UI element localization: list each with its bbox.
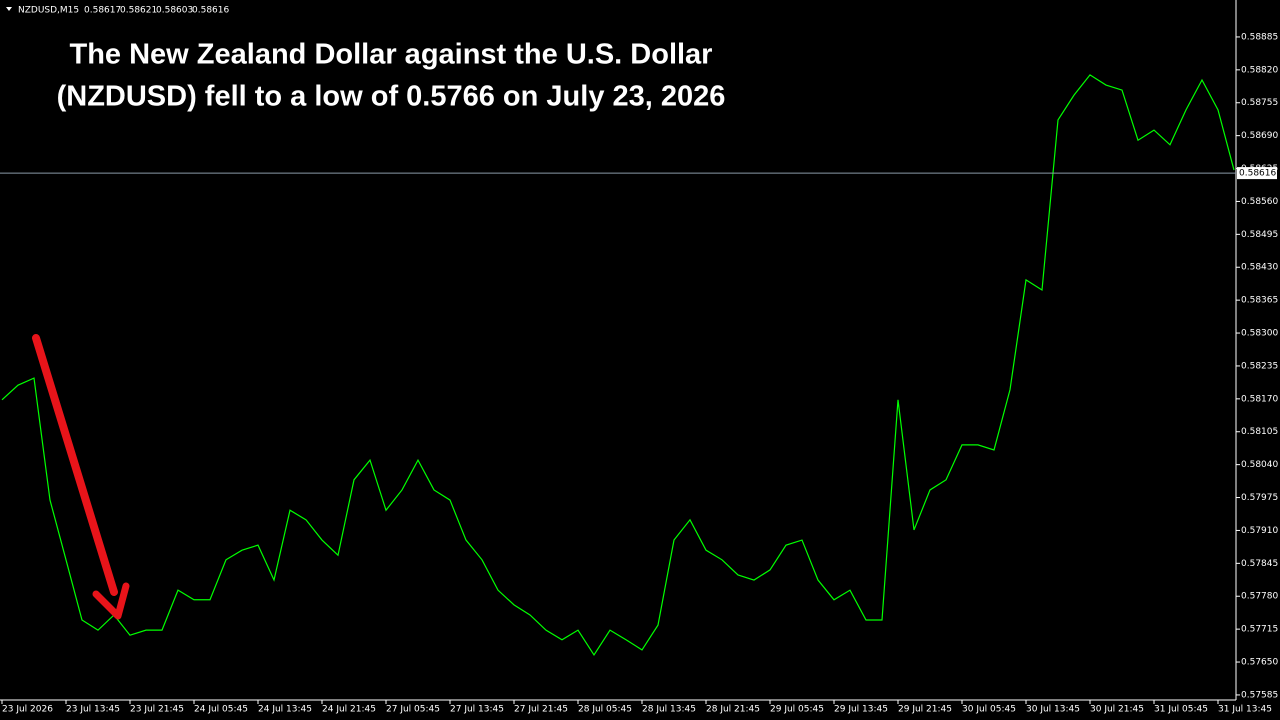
x-tick-label: 27 Jul 13:45 <box>450 705 504 715</box>
y-tick-label: 0.58365 <box>1241 296 1278 306</box>
arrow <box>32 334 118 596</box>
x-tick-label: 24 Jul 21:45 <box>322 705 376 715</box>
x-tick-label: 30 Jul 21:45 <box>1090 705 1144 715</box>
y-tick-label: 0.57780 <box>1241 592 1278 602</box>
x-tick-label: 28 Jul 21:45 <box>706 705 760 715</box>
x-tick-label: 28 Jul 13:45 <box>642 705 696 715</box>
x-tick-label: 29 Jul 21:45 <box>898 705 952 715</box>
x-tick-label: 24 Jul 05:45 <box>194 705 248 715</box>
ohlc-close: 0.58616 <box>192 6 229 16</box>
arrow-head <box>92 582 130 620</box>
y-tick-label: 0.58430 <box>1241 263 1278 273</box>
x-tick-label: 29 Jul 05:45 <box>770 705 824 715</box>
current-price-box <box>1237 167 1277 180</box>
x-tick-label: 24 Jul 13:45 <box>258 705 312 715</box>
y-tick-label: 0.57845 <box>1241 559 1278 569</box>
y-tick-label: 0.58300 <box>1241 329 1278 339</box>
y-tick-label: 0.58560 <box>1241 197 1278 207</box>
x-tick-label: 31 Jul 13:45 <box>1218 705 1272 715</box>
menu-icon <box>6 7 12 11</box>
y-tick-label: 0.58040 <box>1241 460 1278 470</box>
y-tick-label: 0.58170 <box>1241 394 1278 404</box>
x-tick-label: 28 Jul 05:45 <box>578 705 632 715</box>
x-tick-label: 23 Jul 21:45 <box>130 705 184 715</box>
y-tick-label: 0.58820 <box>1241 65 1278 75</box>
y-tick-label: 0.58755 <box>1241 98 1278 108</box>
ohlc-high: 0.58621 <box>120 6 157 16</box>
y-tick-label: 0.57585 <box>1241 690 1278 700</box>
y-tick-label: 0.58235 <box>1241 361 1278 371</box>
price-line <box>1 74 1235 657</box>
x-tick-label: 27 Jul 05:45 <box>386 705 440 715</box>
y-tick-label: 0.58690 <box>1241 131 1278 141</box>
y-tick-label: 0.57715 <box>1241 625 1278 635</box>
current-price-label: 0.58616 <box>1239 169 1276 179</box>
symbol: NZDUSD,M15 <box>18 6 79 16</box>
x-tick-label: 29 Jul 13:45 <box>834 705 888 715</box>
y-tick-label: 0.58495 <box>1241 230 1278 240</box>
x-tick-label: 23 Jul 13:45 <box>66 705 120 715</box>
x-tick-label: 30 Jul 05:45 <box>962 705 1016 715</box>
ohlc-open: 0.58617 <box>84 6 121 16</box>
title-line: (NZDUSD) fell to a low of 0.5766 on July… <box>57 81 726 113</box>
y-tick-label: 0.57650 <box>1241 658 1278 668</box>
x-tick-label: 27 Jul 21:45 <box>514 705 568 715</box>
title-line: The New Zealand Dollar against the U.S. … <box>70 39 713 71</box>
x-tick-label: 23 Jul 2026 <box>2 705 53 715</box>
x-tick-label: 31 Jul 05:45 <box>1154 705 1208 715</box>
y-tick-label: 0.57975 <box>1241 493 1278 503</box>
ohlc-low: 0.58603 <box>156 6 193 16</box>
y-tick-label: 0.58105 <box>1241 427 1278 437</box>
y-tick-label: 0.57910 <box>1241 526 1278 536</box>
y-tick-label: 0.58885 <box>1241 32 1278 42</box>
x-tick-label: 30 Jul 13:45 <box>1026 705 1080 715</box>
